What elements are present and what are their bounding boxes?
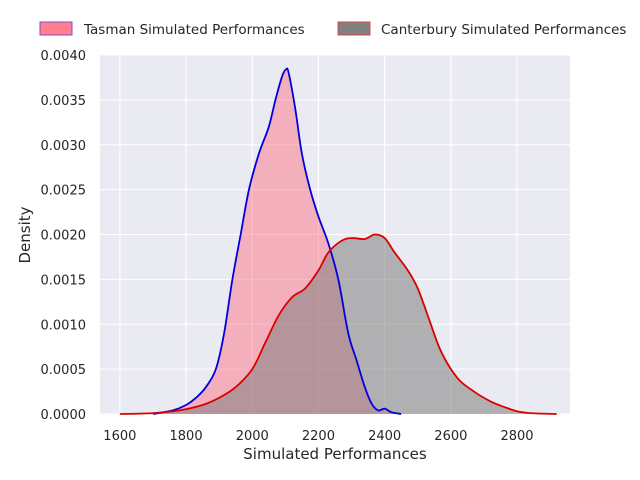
legend: Tasman Simulated Performances Canterbury…	[39, 21, 626, 38]
y-tick-label: 0.0035	[41, 94, 87, 109]
x-tick-label: 2800	[500, 429, 533, 444]
x-tick-label: 1600	[103, 429, 136, 444]
y-tick-label: 0.0020	[41, 229, 87, 244]
y-tick-labels: 0.0000 0.0005 0.0010 0.0015 0.0020 0.0025 0.00…	[41, 49, 87, 423]
y-tick-label: 0.0025	[41, 184, 87, 199]
x-tick-label: 2600	[434, 429, 467, 444]
y-tick-label: 0.0040	[41, 49, 87, 64]
x-axis-label: Simulated Performances	[243, 445, 427, 463]
series-layer	[119, 67, 557, 415]
legend-swatch-canterbury	[337, 21, 371, 36]
x-tick-label: 2200	[302, 429, 335, 444]
density-area-series-2	[119, 234, 557, 414]
y-tick-label: 0.0005	[41, 363, 87, 378]
x-tick-label: 1800	[170, 429, 203, 444]
y-tick-label: 0.0000	[41, 408, 87, 423]
y-tick-label: 0.0015	[41, 273, 87, 288]
x-tick-label: 2000	[236, 429, 269, 444]
y-tick-label: 0.0010	[41, 318, 87, 333]
density-line-series-2	[119, 233, 557, 415]
density-line-series-1	[152, 67, 402, 415]
y-axis-label: Density	[16, 206, 34, 263]
y-tick-label: 0.0030	[41, 139, 87, 154]
legend-swatch-tasman	[39, 21, 73, 36]
legend-label-canterbury: Canterbury Simulated Performances	[381, 22, 626, 38]
x-tick-labels: 1600 1800 2000 2200 2400 2600 2800	[103, 429, 533, 444]
legend-label-tasman: Tasman Simulated Performances	[83, 22, 305, 38]
x-tick-label: 2400	[368, 429, 401, 444]
